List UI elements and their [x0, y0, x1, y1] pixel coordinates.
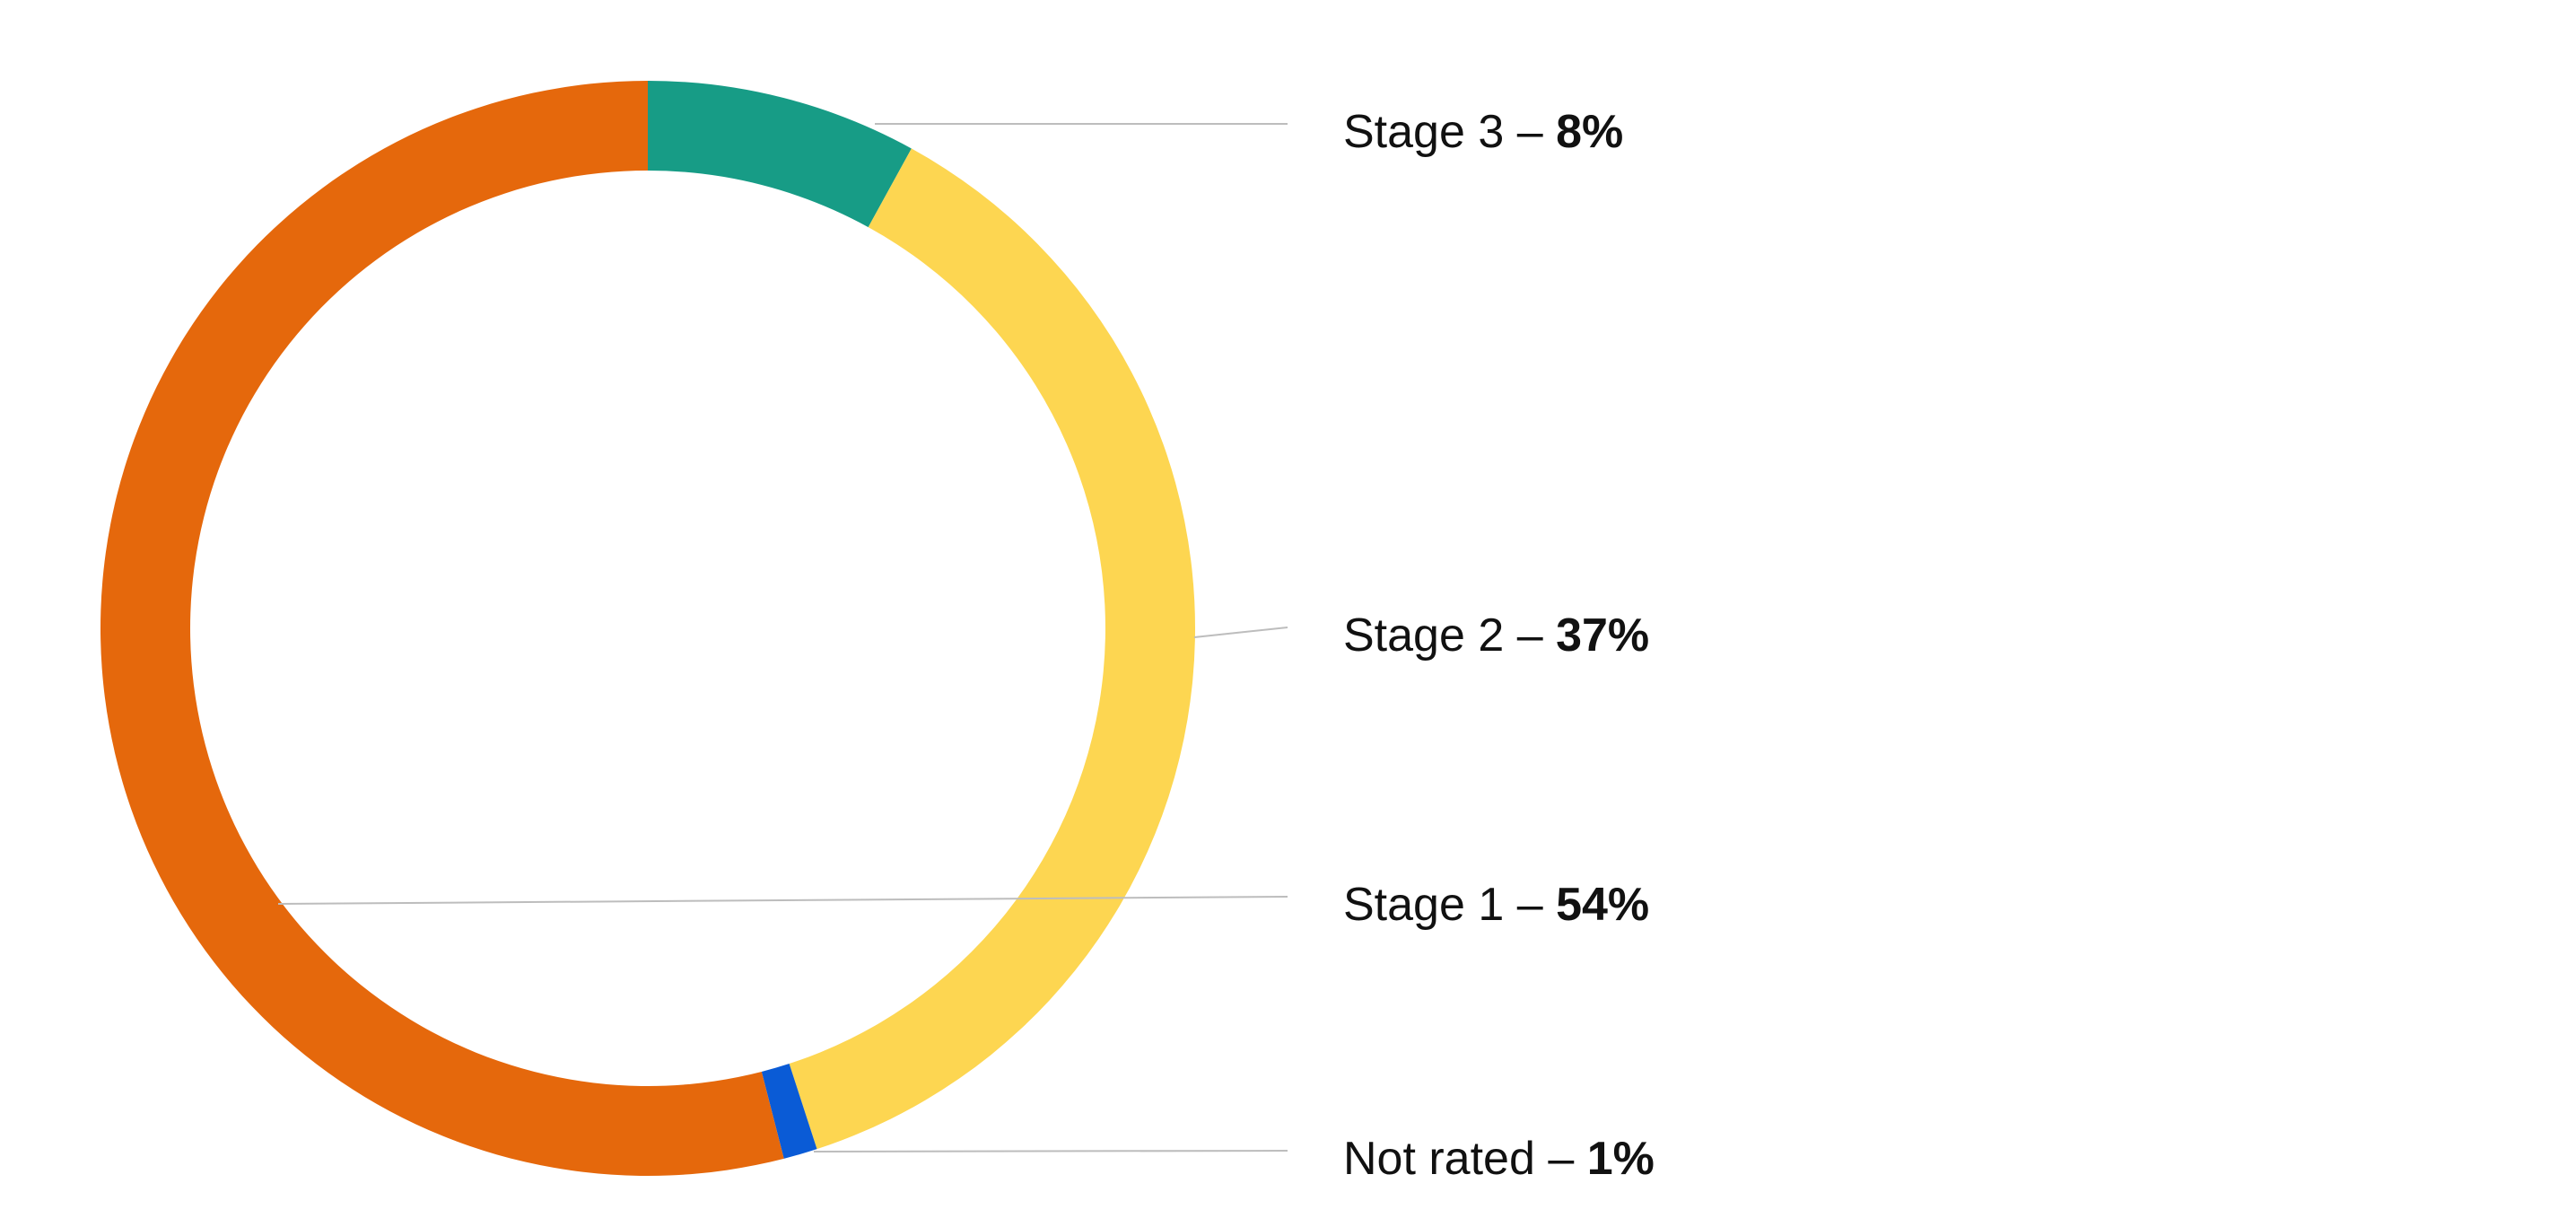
leader-lines — [277, 123, 1288, 1153]
slice-labels: Stage 3 – 8% Stage 2 – 37% Not rated – 1% S… — [1343, 106, 1655, 1185]
label-stage-3: Stage 3 – 8% — [1343, 106, 1623, 158]
label-separator: – — [1504, 879, 1556, 931]
slice-stage-1 — [100, 81, 784, 1176]
leader-line-stage-1 — [277, 896, 1288, 905]
label-stage-2: Stage 2 – 37% — [1343, 609, 1649, 662]
label-value-not-rated: 1% — [1587, 1133, 1655, 1185]
label-separator: – — [1504, 106, 1556, 158]
slice-stage-2 — [789, 148, 1196, 1150]
slice-not-rated — [761, 1064, 817, 1159]
label-name-not-rated: Not rated — [1343, 1133, 1535, 1185]
label-value-stage-3: 8% — [1556, 106, 1623, 158]
label-name-stage-1: Stage 1 — [1343, 879, 1504, 931]
label-value-stage-1: 54% — [1556, 879, 1649, 931]
label-value-stage-2: 37% — [1556, 609, 1649, 662]
label-name-stage-3: Stage 3 — [1343, 106, 1504, 158]
leader-line-not-rated — [813, 1150, 1288, 1153]
donut-slices — [100, 81, 1196, 1176]
label-stage-1: Stage 1 – 54% — [1343, 879, 1649, 931]
label-not-rated: Not rated – 1% — [1343, 1133, 1655, 1185]
leader-line-stage-2 — [1193, 627, 1288, 638]
label-separator: – — [1504, 609, 1556, 662]
label-name-stage-2: Stage 2 — [1343, 609, 1504, 662]
slice-stage-3 — [648, 81, 912, 228]
label-separator: – — [1535, 1133, 1587, 1185]
